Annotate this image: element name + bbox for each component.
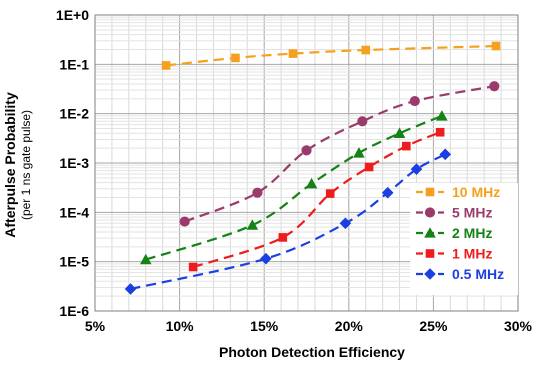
data-point-diamond <box>410 163 423 175</box>
data-point-triangle <box>139 253 152 265</box>
data-point-circle <box>301 145 312 156</box>
series-layer <box>124 41 501 295</box>
data-point-square <box>188 262 198 272</box>
data-point-square <box>361 45 371 55</box>
data-point-square <box>278 233 288 242</box>
legend-label: 2 MHz <box>452 225 492 241</box>
legend-label: 5 MHz <box>452 205 492 221</box>
x-tick-label: 30% <box>504 318 533 334</box>
data-point-circle <box>409 95 420 107</box>
series-10-mhz <box>161 41 501 70</box>
legend-item: 1 MHz <box>416 246 492 262</box>
y-axis-title: Afterpulse Probability <box>2 92 18 238</box>
data-point-triangle <box>436 110 448 121</box>
data-point-diamond <box>439 148 452 161</box>
series-line <box>184 85 495 223</box>
y-tick-label: 1E-5 <box>59 254 89 270</box>
legend-label: 1 MHz <box>452 246 492 262</box>
data-point-square <box>288 49 298 58</box>
x-tick-label: 15% <box>250 318 279 334</box>
data-point-triangle <box>393 127 406 138</box>
legend-item: 2 MHz <box>416 225 492 241</box>
y-tick-label: 1E-1 <box>59 56 89 72</box>
x-axis-tick-labels: 5% 10% 15% 20% 25% 30% <box>85 318 533 334</box>
y-axis-tick-labels: 1E-6 1E-5 1E-4 1E-3 1E-2 1E-1 1E+0 <box>56 7 89 319</box>
data-point-circle <box>252 187 263 198</box>
y-axis-subtitle: (per 1 ns gate pulse) <box>19 110 33 220</box>
series-2-mhz <box>139 110 448 265</box>
data-point-triangle <box>353 147 365 158</box>
data-point-square <box>491 41 501 51</box>
legend-item: 0.5 MHz <box>416 266 504 282</box>
x-axis-title: Photon Detection Efficiency <box>219 344 405 360</box>
y-tick-label: 1E-6 <box>59 303 89 319</box>
legend-label: 10 MHz <box>452 184 500 200</box>
data-point-square <box>231 53 240 63</box>
y-tick-label: 1E-4 <box>59 204 89 220</box>
data-point-triangle <box>246 219 259 230</box>
data-point-triangle <box>424 227 436 238</box>
data-point-square <box>161 61 171 70</box>
x-tick-label: 25% <box>419 318 448 334</box>
data-point-diamond <box>124 283 137 295</box>
data-point-circle <box>424 207 436 218</box>
data-point-diamond <box>260 252 272 265</box>
series-0-5-mhz <box>124 148 452 295</box>
legend-label: 0.5 MHz <box>452 266 504 282</box>
data-point-square <box>325 189 335 198</box>
data-point-diamond <box>424 268 436 280</box>
x-tick-label: 10% <box>166 318 195 334</box>
x-tick-label: 5% <box>85 318 106 334</box>
data-point-square <box>435 127 445 137</box>
data-point-square <box>402 141 411 151</box>
data-point-square <box>364 162 374 172</box>
data-point-circle <box>179 216 190 227</box>
y-tick-label: 1E-2 <box>59 106 89 122</box>
legend-item: 5 MHz <box>416 205 492 221</box>
series-1-mhz <box>188 127 445 272</box>
series-line <box>165 44 497 67</box>
x-tick-label: 20% <box>335 318 364 334</box>
plot-area-frame <box>94 14 519 312</box>
series-line <box>145 114 443 261</box>
data-point-circle <box>489 81 500 92</box>
data-point-circle <box>357 116 368 127</box>
series-5-mhz <box>179 81 500 227</box>
data-point-diamond <box>339 217 352 230</box>
y-tick-label: 1E+0 <box>56 7 89 23</box>
data-point-diamond <box>381 186 394 199</box>
legend: 10 MHz 5 MHz 2 MHz 1 MHz 0.5 MHz <box>410 183 518 295</box>
data-point-triangle <box>305 177 318 189</box>
data-point-square <box>425 187 435 197</box>
y-tick-label: 1E-3 <box>59 155 89 171</box>
legend-item: 10 MHz <box>416 184 500 200</box>
data-point-square <box>425 249 435 258</box>
